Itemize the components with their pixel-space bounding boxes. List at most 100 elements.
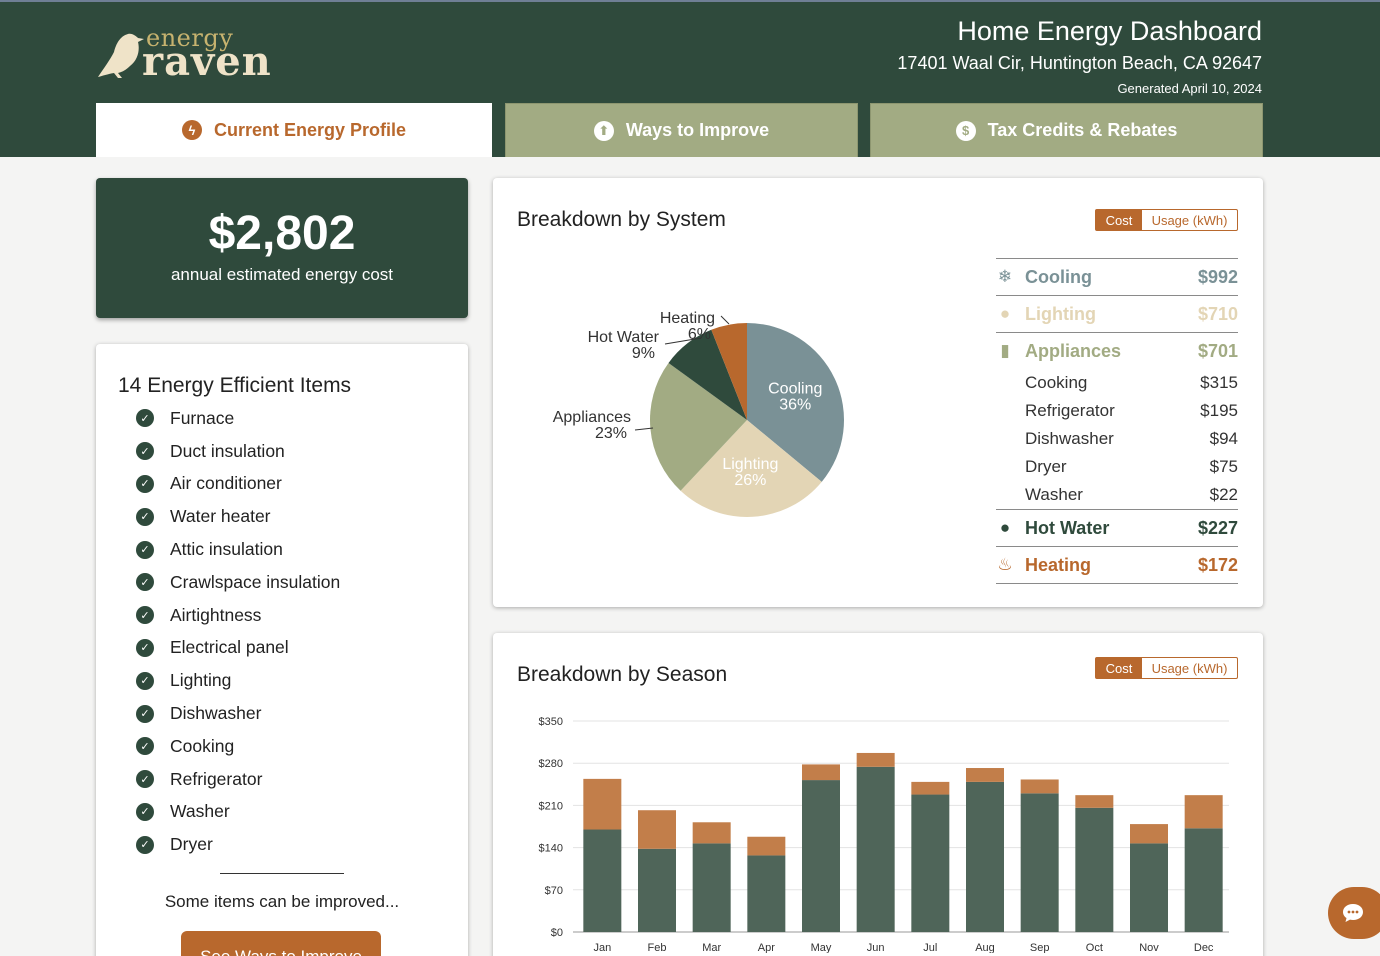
check-circle-icon: ✓ bbox=[136, 770, 154, 789]
legend-label: Cooling bbox=[1025, 266, 1092, 287]
legend-sub-row: Dryer $75 bbox=[996, 453, 1238, 481]
y-tick-label: $70 bbox=[545, 885, 563, 897]
bar-segment-aug-1[interactable] bbox=[966, 768, 1004, 782]
see-ways-to-improve-button[interactable]: See Ways to Improve bbox=[181, 931, 381, 956]
chat-button[interactable] bbox=[1328, 887, 1380, 939]
bar-segment-dec-0[interactable] bbox=[1184, 828, 1223, 932]
pie-slice-heating[interactable] bbox=[711, 323, 747, 420]
pie-leader-line bbox=[664, 337, 702, 345]
legend-sub-label: Washer bbox=[1025, 485, 1083, 504]
legend-sub-label: Cooking bbox=[1025, 373, 1088, 392]
pie-slice-hot-water[interactable] bbox=[668, 329, 747, 420]
legend-name-group: ♨ Heating bbox=[996, 555, 1091, 576]
check-circle-icon: ✓ bbox=[136, 409, 154, 428]
check-circle-icon: ✓ bbox=[136, 507, 154, 526]
bar-segment-mar-0[interactable] bbox=[692, 843, 731, 932]
x-tick-label: Jun bbox=[867, 942, 885, 953]
bar-segment-aug-0[interactable] bbox=[966, 781, 1004, 932]
efficient-item-label: Duct insulation bbox=[170, 440, 285, 461]
efficient-item: ✓ Duct insulation bbox=[136, 435, 340, 468]
check-circle-icon: ✓ bbox=[136, 540, 154, 559]
efficient-item-label: Airtightness bbox=[170, 604, 262, 625]
usage-toggle-option[interactable]: Usage (kWh) bbox=[1151, 660, 1228, 676]
cost-toggle-option[interactable]: Cost bbox=[1096, 658, 1142, 678]
tab-ways-to-improve[interactable]: ⬆ Ways to Improve bbox=[505, 103, 858, 157]
usage-toggle-option[interactable]: Usage (kWh) bbox=[1151, 212, 1228, 228]
legend-value: $227 bbox=[1197, 517, 1238, 538]
bar-segment-jan-0[interactable] bbox=[583, 829, 622, 932]
bar-segment-feb-1[interactable] bbox=[638, 810, 676, 849]
check-circle-icon: ✓ bbox=[136, 802, 154, 821]
dollar-circle-icon: $ bbox=[955, 120, 976, 141]
annual-cost-card: $2,802 annual estimated energy cost bbox=[96, 178, 468, 318]
bar-segment-may-0[interactable] bbox=[802, 780, 840, 932]
legend-value: $701 bbox=[1197, 340, 1238, 361]
bar-segment-mar-1[interactable] bbox=[692, 822, 731, 844]
x-tick-label: Jul bbox=[923, 942, 937, 953]
pie-label-name: Hot Water bbox=[588, 329, 660, 346]
bar-segment-oct-1[interactable] bbox=[1075, 795, 1114, 808]
snowflake-icon: ❄ bbox=[997, 267, 1013, 286]
check-circle-icon: ✓ bbox=[136, 737, 154, 756]
y-tick-label: $0 bbox=[551, 927, 563, 939]
bar-segment-apr-1[interactable] bbox=[747, 836, 786, 856]
legend-sub-value: $195 bbox=[1200, 401, 1238, 420]
bar-segment-oct-0[interactable] bbox=[1075, 807, 1114, 932]
efficient-item-label: Cooking bbox=[170, 735, 235, 756]
bar-segment-jul-0[interactable] bbox=[911, 794, 950, 932]
legend-name-group: ▮ Appliances bbox=[996, 341, 1121, 362]
efficient-item-label: Water heater bbox=[170, 506, 271, 527]
legend-name-group: ● Lighting bbox=[996, 304, 1096, 325]
bar-segment-jun-1[interactable] bbox=[856, 752, 895, 767]
pie-label-name: Cooling bbox=[768, 380, 822, 397]
legend-sub-value: $315 bbox=[1200, 373, 1238, 392]
efficient-item-label: Electrical panel bbox=[170, 637, 289, 658]
check-circle-icon: ✓ bbox=[136, 638, 154, 657]
efficient-item-label: Air conditioner bbox=[170, 473, 282, 494]
bar-segment-apr-0[interactable] bbox=[747, 855, 786, 932]
bar-segment-jul-1[interactable] bbox=[911, 781, 950, 795]
tab-label: Tax Credits & Rebates bbox=[987, 120, 1178, 140]
check-circle-icon: ✓ bbox=[136, 606, 154, 625]
energy-raven-logo[interactable]: energy raven bbox=[96, 24, 276, 85]
tab-tax-credits-rebates[interactable]: $ Tax Credits & Rebates bbox=[870, 103, 1263, 157]
pie-slice-cooling[interactable] bbox=[747, 323, 844, 482]
bar-segment-feb-0[interactable] bbox=[638, 848, 676, 932]
legend-sub-label: Dryer bbox=[1025, 457, 1067, 476]
legend-row-appliances: ▮ Appliances $701 bbox=[996, 332, 1238, 369]
legend-row-hot-water: ● Hot Water $227 bbox=[996, 509, 1238, 546]
cost-toggle-option[interactable]: Cost bbox=[1096, 210, 1142, 230]
x-tick-label: Sep bbox=[1030, 942, 1050, 953]
pie-label-percent: 26% bbox=[734, 472, 766, 489]
bar-segment-sep-1[interactable] bbox=[1020, 779, 1059, 794]
pie-label-percent: 36% bbox=[779, 396, 811, 413]
legend-label: Hot Water bbox=[1025, 517, 1110, 538]
bar-segment-jun-0[interactable] bbox=[856, 766, 895, 932]
bar-segment-nov-1[interactable] bbox=[1130, 824, 1168, 844]
legend-name-group: ● Hot Water bbox=[996, 518, 1109, 539]
pie-slice-lighting[interactable] bbox=[680, 420, 822, 517]
pie-slice-appliances[interactable] bbox=[650, 362, 747, 491]
season-breakdown-title: Breakdown by Season bbox=[517, 663, 728, 686]
bar-segment-jan-1[interactable] bbox=[583, 778, 622, 830]
bar-segment-sep-0[interactable] bbox=[1020, 793, 1059, 932]
system-breakdown-panel: Breakdown by System Cost Usage (kWh) Coo… bbox=[493, 178, 1263, 607]
bar-segment-may-1[interactable] bbox=[802, 764, 840, 781]
legend-row-lighting: ● Lighting $710 bbox=[996, 295, 1238, 332]
legend-label: Appliances bbox=[1025, 340, 1122, 361]
bar-segment-nov-0[interactable] bbox=[1130, 843, 1168, 932]
y-tick-label: $280 bbox=[539, 758, 563, 770]
bar-segment-dec-1[interactable] bbox=[1184, 795, 1223, 829]
efficient-item: ✓ Attic insulation bbox=[136, 533, 340, 566]
tab-current-energy-profile[interactable]: ϟ Current Energy Profile bbox=[96, 103, 492, 157]
pie-label-percent: 6% bbox=[688, 326, 711, 343]
logo-energy-text: energy bbox=[146, 24, 234, 52]
dashboard-title: Home Energy Dashboard bbox=[957, 16, 1262, 46]
legend-sub-row: Refrigerator $195 bbox=[996, 397, 1238, 425]
check-circle-icon: ✓ bbox=[136, 671, 154, 690]
logo-raven-text: raven bbox=[142, 38, 272, 85]
x-tick-label: Oct bbox=[1086, 942, 1103, 953]
raven-icon bbox=[98, 33, 144, 78]
efficient-item-label: Dryer bbox=[170, 834, 213, 855]
